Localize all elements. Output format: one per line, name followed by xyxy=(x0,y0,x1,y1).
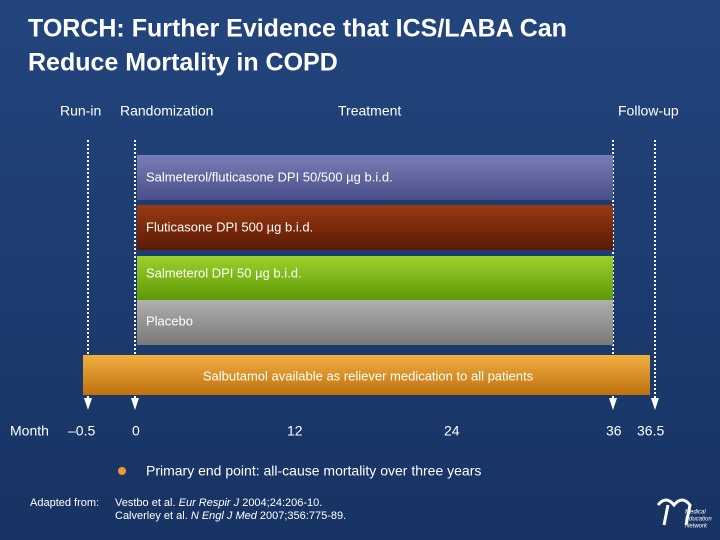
timepoint: 0 xyxy=(132,423,140,439)
timepoint: –0.5 xyxy=(68,423,95,439)
arm-label: Salmeterol/fluticasone DPI 50/500 µg b.i… xyxy=(146,169,393,184)
arm-label: Fluticasone DPI 500 µg b.i.d. xyxy=(146,219,313,234)
phase-label: Treatment xyxy=(338,103,401,119)
rescue-label: Salbutamol available as reliever medicat… xyxy=(203,368,534,383)
tick xyxy=(131,398,139,410)
logo-text: Medical xyxy=(685,510,706,516)
timepoint: 36.5 xyxy=(637,423,664,439)
reference: Vestbo et al. Eur Respir J 2004;24:206-1… xyxy=(115,497,322,509)
timepoint: 24 xyxy=(444,423,460,439)
bullet xyxy=(118,467,126,475)
title: Reduce Mortality in COPD xyxy=(28,49,338,77)
logo-text: Network xyxy=(685,524,708,530)
rescue-bar xyxy=(83,355,650,395)
phase-label: Follow-up xyxy=(618,103,679,119)
timepoint: 36 xyxy=(606,423,622,439)
title: TORCH: Further Evidence that ICS/LABA Ca… xyxy=(28,15,567,43)
phase-label: Run-in xyxy=(60,103,101,119)
phase-label: Randomization xyxy=(120,103,213,119)
reference-label: Adapted from: xyxy=(30,497,99,509)
tick xyxy=(84,398,92,410)
logo: Medical Education Network xyxy=(656,498,712,530)
arm-bar xyxy=(137,155,613,200)
arm-bar xyxy=(137,205,613,250)
arm-bar xyxy=(137,256,613,300)
tick xyxy=(609,398,617,410)
reference: Calverley et al. N Engl J Med 2007;356:7… xyxy=(115,510,346,522)
logo-mark xyxy=(656,498,692,526)
timepoint: 12 xyxy=(287,423,303,439)
tick xyxy=(651,398,659,410)
arm-label: Salmeterol DPI 50 µg b.i.d. xyxy=(146,265,302,280)
arm-bar xyxy=(137,300,613,345)
endpoint: Primary end point: all-cause mortality o… xyxy=(146,463,481,479)
arm-label: Placebo xyxy=(146,313,193,328)
logo-text: Education xyxy=(685,517,712,523)
axis-label: Month xyxy=(10,423,49,439)
